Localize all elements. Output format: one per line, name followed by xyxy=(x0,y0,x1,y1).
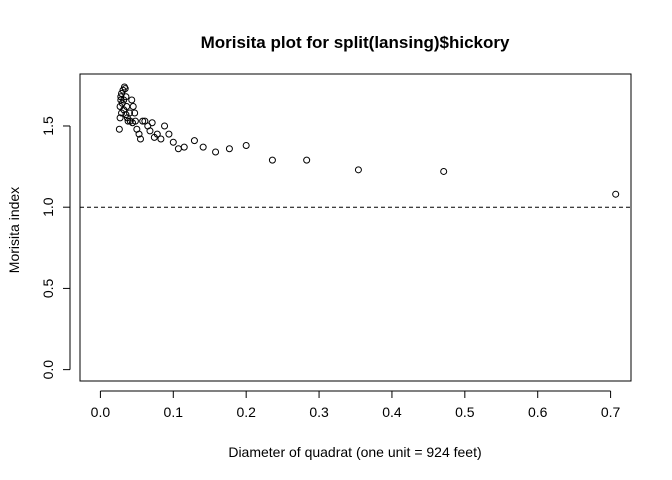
data-point xyxy=(153,130,161,138)
x-tick-label: 0.0 xyxy=(91,404,111,420)
y-axis: 0.0 0.5 1.0 1.5 xyxy=(40,116,71,380)
data-point xyxy=(118,89,126,97)
x-tick-label: 0.7 xyxy=(601,404,621,420)
chart-title: Morisita plot for split(lansing)$hickory xyxy=(201,33,510,52)
data-point xyxy=(121,85,129,93)
x-tick-label: 0.3 xyxy=(309,404,329,420)
x-tick-label: 0.1 xyxy=(164,404,184,420)
data-point xyxy=(139,117,147,125)
data-point xyxy=(161,122,169,130)
data-point xyxy=(124,117,132,125)
data-point xyxy=(131,117,139,125)
data-point xyxy=(136,135,144,143)
y-tick-label: 0.5 xyxy=(40,278,56,298)
data-point xyxy=(148,119,156,127)
x-axis-label: Diameter of quadrat (one unit = 924 feet… xyxy=(228,444,481,460)
data-point xyxy=(303,156,311,164)
data-point xyxy=(116,114,124,122)
data-point xyxy=(123,102,131,110)
data-point xyxy=(165,130,173,138)
data-point xyxy=(440,167,448,175)
data-point xyxy=(131,109,139,117)
data-point xyxy=(135,130,143,138)
x-tick-label: 0.6 xyxy=(528,404,548,420)
data-point xyxy=(119,86,127,94)
data-point xyxy=(174,145,182,153)
data-point xyxy=(157,135,165,143)
data-point xyxy=(115,125,123,133)
data-point xyxy=(146,127,154,135)
data-point xyxy=(190,137,198,145)
data-point xyxy=(225,145,233,153)
data-point xyxy=(118,99,126,107)
data-point xyxy=(212,148,220,156)
y-tick-label: 0.0 xyxy=(40,360,56,380)
data-point xyxy=(122,111,130,119)
x-tick-label: 0.5 xyxy=(455,404,475,420)
data-point xyxy=(180,143,188,151)
data-point xyxy=(612,190,620,198)
data-point xyxy=(242,141,250,149)
y-tick-label: 1.0 xyxy=(40,197,56,217)
data-point xyxy=(354,166,362,174)
data-point xyxy=(126,117,134,125)
data-point xyxy=(117,96,125,104)
data-points xyxy=(115,83,620,198)
plot-frame xyxy=(79,73,632,382)
data-point xyxy=(199,143,207,151)
x-tick-label: 0.4 xyxy=(382,404,402,420)
data-point xyxy=(169,138,177,146)
x-tick-label: 0.2 xyxy=(236,404,256,420)
data-point xyxy=(268,156,276,164)
data-point xyxy=(128,96,136,104)
data-point xyxy=(122,93,130,101)
y-tick-label: 1.5 xyxy=(40,116,56,136)
data-point xyxy=(126,109,134,117)
y-axis-label: Morisita index xyxy=(6,187,22,273)
data-point xyxy=(129,102,137,110)
x-axis: 0.0 0.1 0.2 0.3 0.4 0.5 0.6 0.7 xyxy=(91,390,621,420)
